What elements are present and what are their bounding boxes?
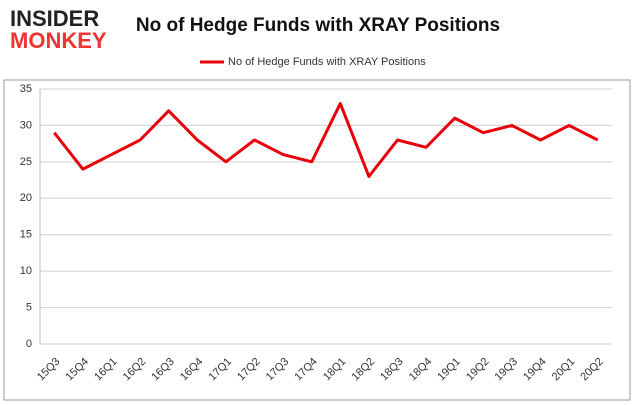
x-tick-label: 18Q3	[378, 356, 406, 384]
y-tick-label: 30	[20, 119, 32, 131]
legend-label: No of Hedge Funds with XRAY Positions	[228, 56, 426, 68]
x-tick-label: 15Q4	[64, 356, 92, 384]
x-tick-label: 18Q1	[321, 356, 349, 384]
x-tick-label: 19Q1	[435, 356, 463, 384]
chart-frame	[3, 79, 631, 401]
logo-bottom: MONKEY	[10, 28, 107, 53]
data-line	[53, 102, 599, 178]
chart-title: No of Hedge Funds with XRAY Positions	[136, 15, 500, 36]
x-tick-label: 18Q2	[350, 356, 378, 384]
y-tick-label: 0	[26, 338, 32, 350]
x-tick-label: 16Q4	[178, 356, 206, 384]
x-tick-label: 20Q1	[550, 356, 578, 384]
x-tick-label: 18Q4	[407, 356, 435, 384]
y-tick-label: 35	[20, 83, 32, 95]
x-tick-label: 20Q2	[578, 356, 606, 384]
x-tick-label: 17Q4	[292, 356, 320, 384]
x-tick-label: 17Q2	[235, 356, 263, 384]
x-tick-label: 16Q1	[92, 356, 120, 384]
x-tick-label: 15Q3	[35, 356, 63, 384]
y-tick-label: 15	[20, 229, 32, 241]
logo-top: INSIDER	[10, 6, 99, 31]
x-tick-label: 17Q3	[264, 356, 292, 384]
x-tick-label: 16Q3	[149, 356, 177, 384]
x-tick-label: 19Q3	[493, 356, 521, 384]
y-tick-label: 20	[20, 192, 32, 204]
y-tick-label: 5	[26, 301, 32, 313]
y-tick-label: 25	[20, 156, 32, 168]
x-tick-label: 19Q4	[521, 356, 549, 384]
y-tick-label: 10	[20, 265, 32, 277]
x-tick-label: 19Q2	[464, 356, 492, 384]
x-tick-label: 17Q1	[207, 356, 235, 384]
x-tick-label: 16Q2	[121, 356, 149, 384]
